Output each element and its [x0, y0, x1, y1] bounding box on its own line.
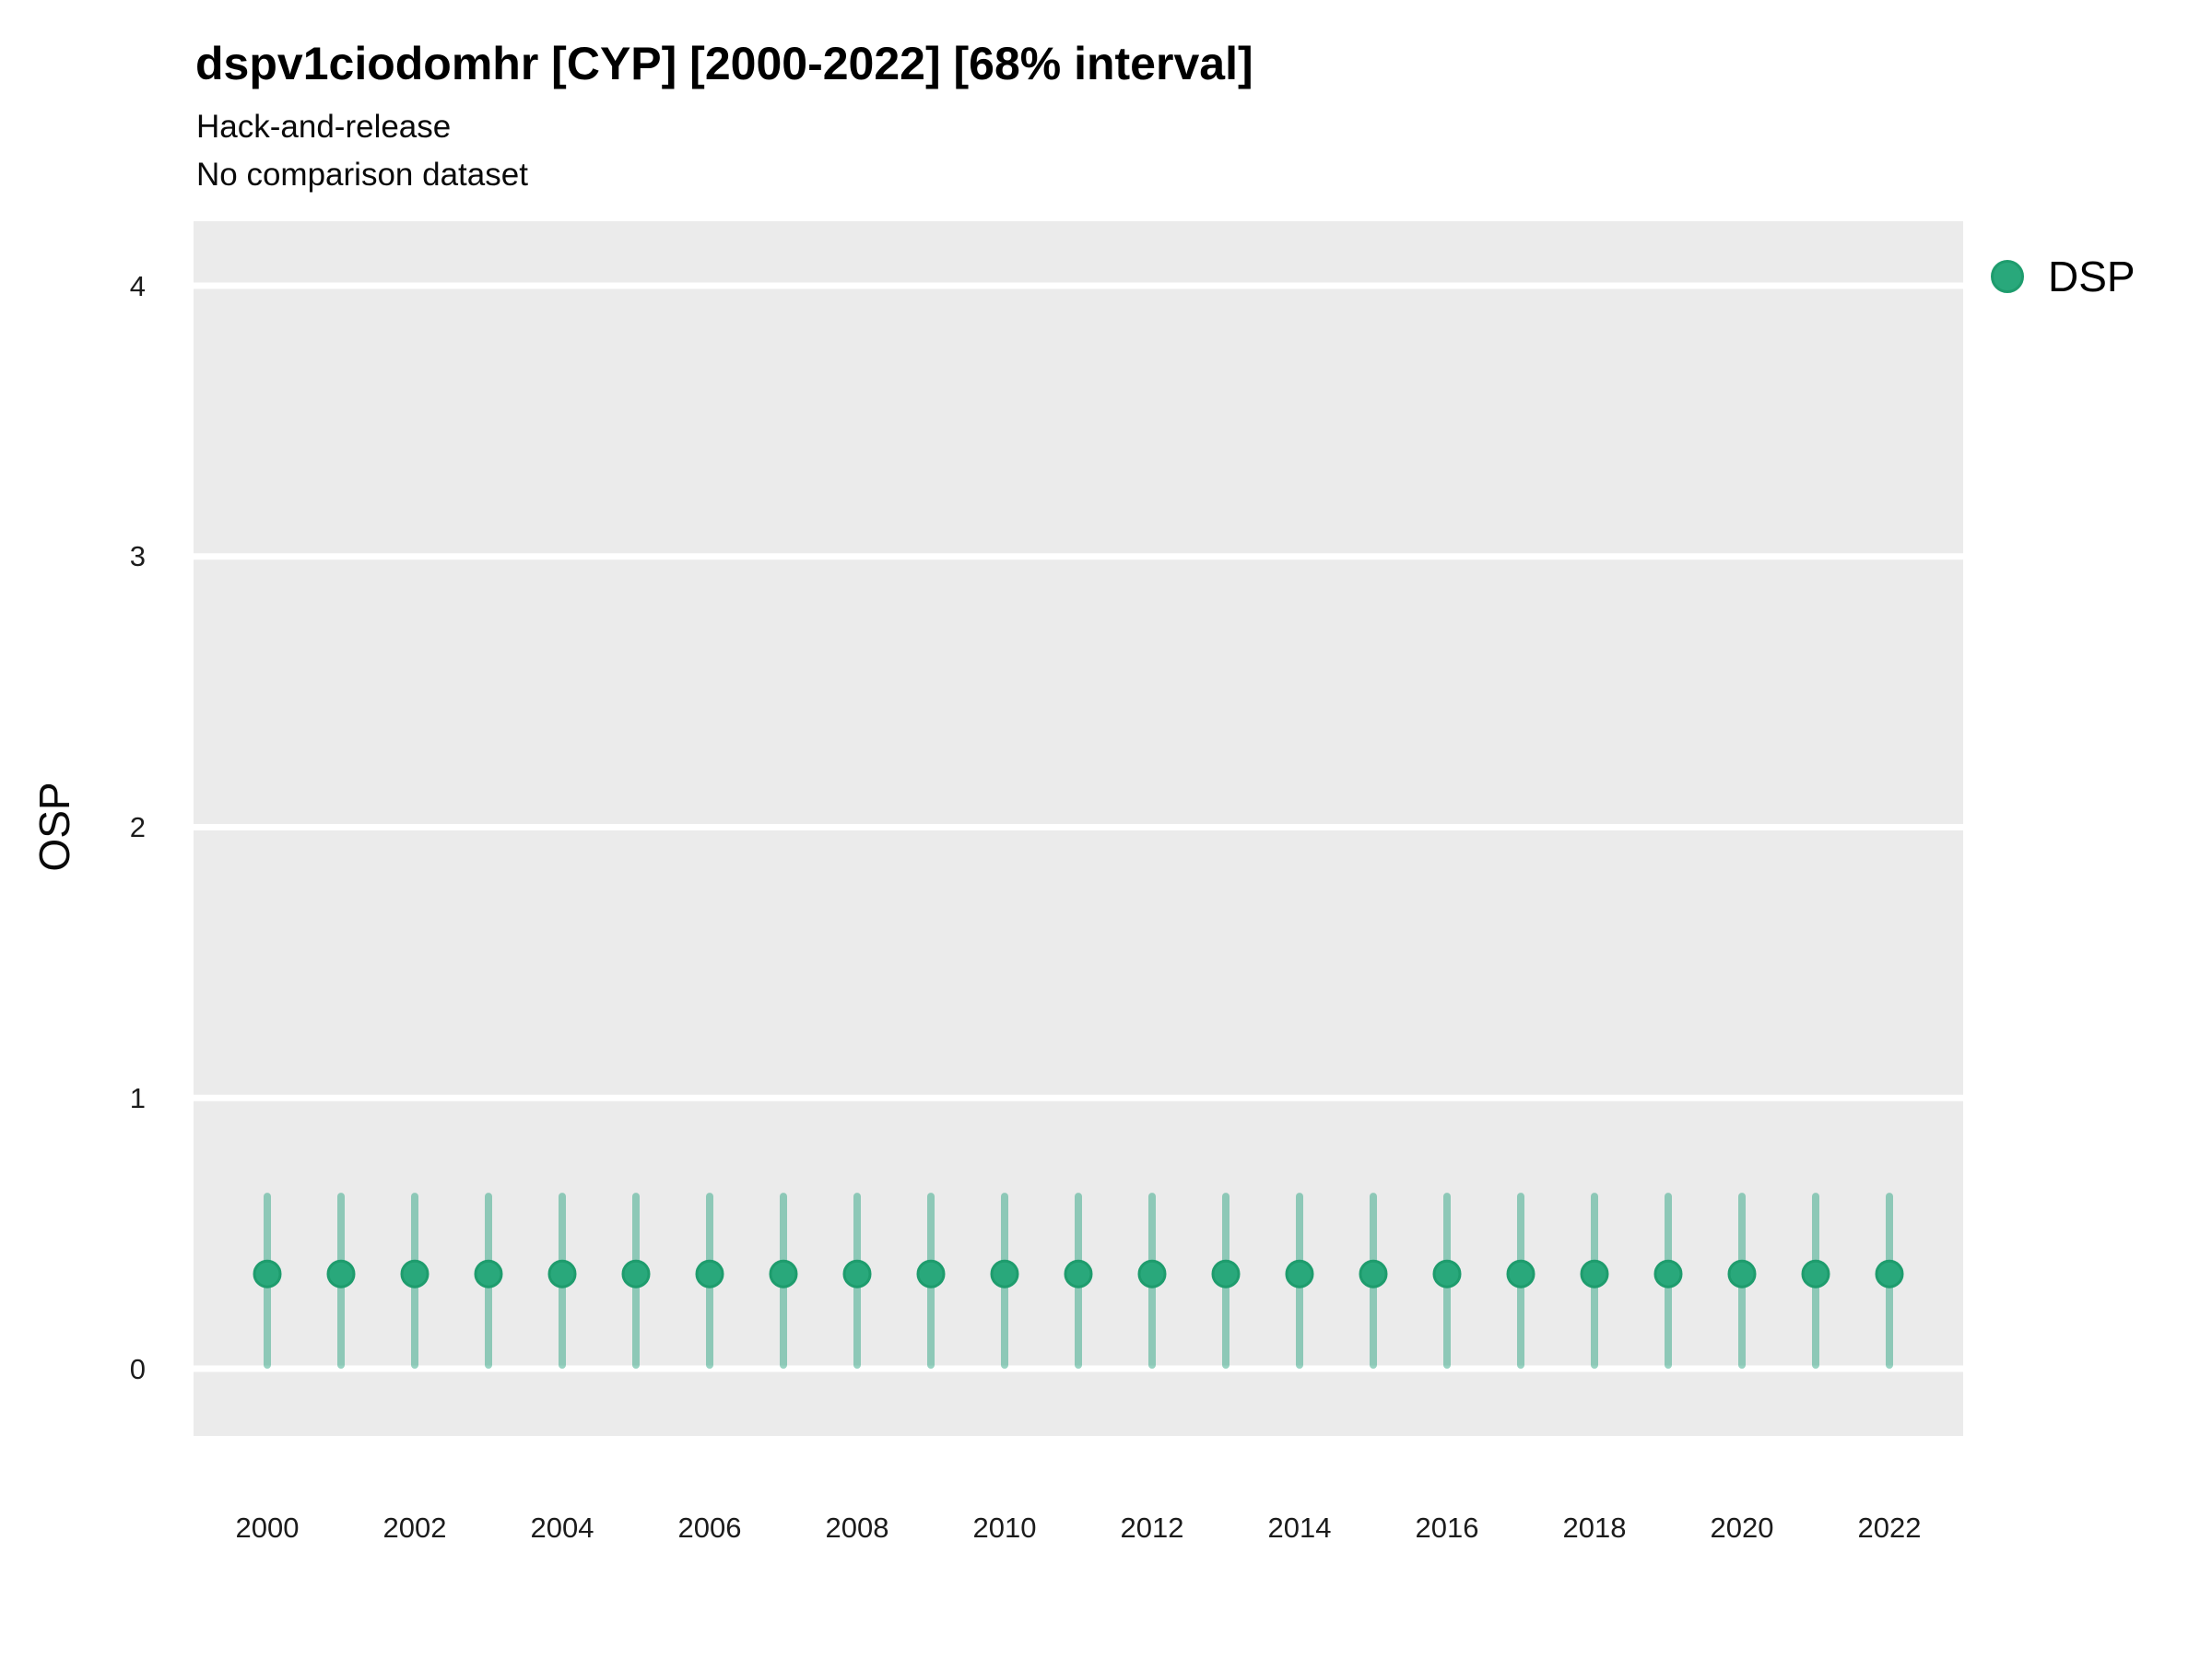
- y-tick-label-1: 1: [129, 1081, 146, 1114]
- data-point-2002: [400, 1259, 429, 1288]
- chart-subtitle-line1: Hack-and-release: [196, 109, 452, 145]
- data-point-2000: [253, 1259, 282, 1288]
- y-tick-label-4: 4: [129, 269, 146, 302]
- data-point-2022: [1875, 1259, 1904, 1288]
- x-tick-label-2004: 2004: [530, 1512, 594, 1544]
- data-point-2015: [1359, 1259, 1388, 1288]
- x-tick-label-2006: 2006: [677, 1512, 742, 1544]
- data-point-2016: [1432, 1259, 1462, 1288]
- data-point-2020: [1727, 1259, 1757, 1288]
- data-point-2013: [1211, 1259, 1241, 1288]
- gridline-y-4: [194, 282, 1963, 289]
- data-point-2014: [1285, 1259, 1314, 1288]
- plot-canvas: [194, 282, 1963, 1372]
- data-point-2003: [474, 1259, 503, 1288]
- data-point-2006: [695, 1259, 724, 1288]
- x-tick-label-2010: 2010: [972, 1512, 1037, 1544]
- gridline-y-3: [194, 553, 1963, 560]
- data-point-2009: [916, 1259, 946, 1288]
- y-tick-label-2: 2: [129, 811, 146, 843]
- data-point-2012: [1137, 1259, 1167, 1288]
- x-tick-label-2000: 2000: [235, 1512, 300, 1544]
- x-tick-label-2012: 2012: [1120, 1512, 1184, 1544]
- data-point-2007: [769, 1259, 798, 1288]
- data-point-2018: [1580, 1259, 1609, 1288]
- x-tick-label-2020: 2020: [1710, 1512, 1774, 1544]
- data-point-2001: [326, 1259, 356, 1288]
- chart-title: dspv1ciodomhr [CYP] [2000-2022] [68% int…: [195, 38, 1253, 89]
- x-tick-label-2008: 2008: [825, 1512, 889, 1544]
- chart-subtitle-line2: No comparison dataset: [196, 157, 528, 193]
- x-tick-label-2018: 2018: [1562, 1512, 1627, 1544]
- x-tick-label-2014: 2014: [1267, 1512, 1332, 1544]
- data-point-2008: [842, 1259, 872, 1288]
- x-tick-label-2022: 2022: [1857, 1512, 1922, 1544]
- y-tick-label-3: 3: [129, 540, 146, 573]
- data-point-2004: [547, 1259, 577, 1288]
- gridline-y-2: [194, 824, 1963, 830]
- legend: DSP: [1991, 253, 2136, 300]
- x-tick-label-2016: 2016: [1415, 1512, 1479, 1544]
- data-point-2010: [990, 1259, 1019, 1288]
- data-point-2011: [1064, 1259, 1093, 1288]
- data-point-2021: [1801, 1259, 1830, 1288]
- data-point-2005: [621, 1259, 651, 1288]
- gridline-y-1: [194, 1094, 1963, 1101]
- gridline-y-0: [194, 1365, 1963, 1372]
- y-tick-label-0: 0: [129, 1352, 146, 1385]
- x-tick-label-2002: 2002: [382, 1512, 447, 1544]
- legend-key-dot-icon: [1991, 260, 2024, 293]
- plot-panel: [194, 221, 1963, 1436]
- data-point-2019: [1653, 1259, 1683, 1288]
- data-point-2017: [1506, 1259, 1535, 1288]
- legend-entry-label: DSP: [2048, 253, 2136, 300]
